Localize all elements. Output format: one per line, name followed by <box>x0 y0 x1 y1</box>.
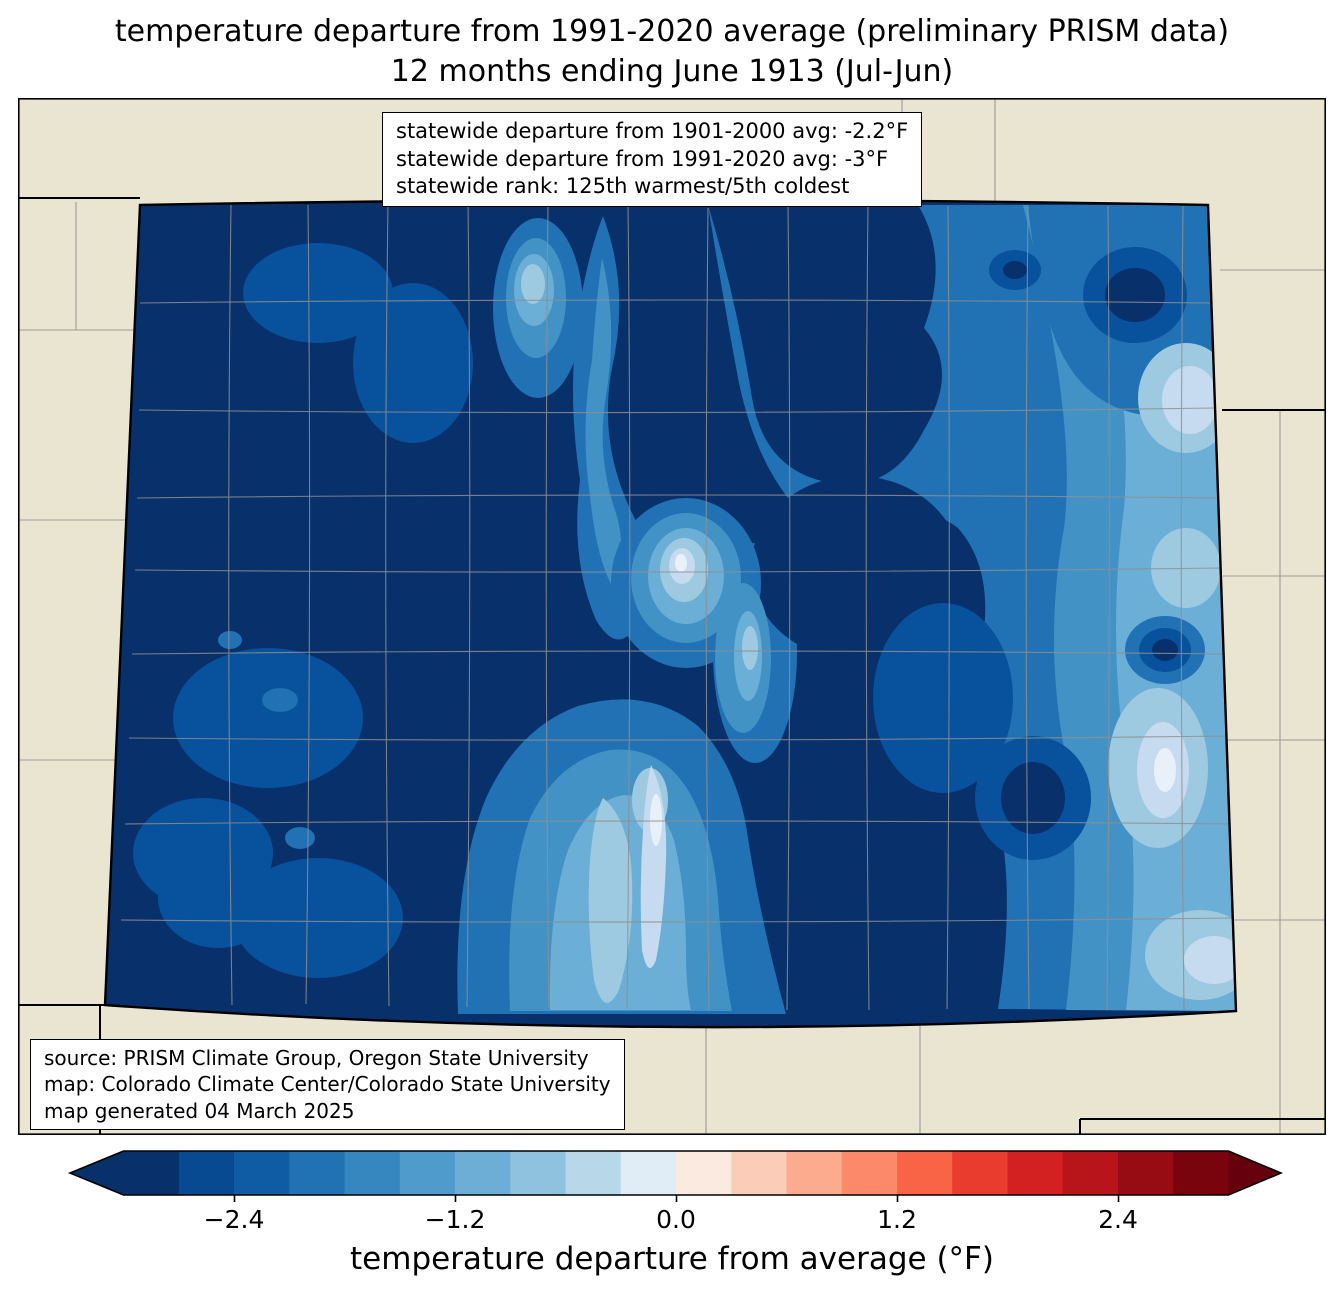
colorbar-outline <box>67 1150 1284 1196</box>
source-line-source: source: PRISM Climate Group, Oregon Stat… <box>44 1046 589 1070</box>
tick-label-0: 0.0 <box>656 1205 696 1234</box>
source-line-map: map: Colorado Climate Center/Colorado St… <box>44 1072 611 1097</box>
stats-line-1991-2020: statewide departure from 1991-2020 avg: … <box>396 146 889 171</box>
map-area: statewide departure from 1901-2000 avg: … <box>18 98 1326 1135</box>
county-lines <box>120 204 1234 1011</box>
colorbar-svg <box>67 1150 1284 1202</box>
title-line-1: temperature departure from 1991-2020 ave… <box>114 14 1230 49</box>
stats-line-1901-2000: statewide departure from 1901-2000 avg: … <box>396 119 909 143</box>
colorbar-tickmarks <box>233 1195 1120 1202</box>
map-frame <box>18 98 1326 1135</box>
tick-label-neg2-4: −2.4 <box>203 1205 265 1234</box>
tick-label-1-2: 1.2 <box>877 1205 917 1234</box>
colorbar-right-arrow <box>1228 1151 1281 1195</box>
colorbar: −2.4 −1.2 0.0 1.2 2.4 temperature depart… <box>0 1139 1344 1299</box>
colorbar-axis-label: temperature departure from average (°F) <box>350 1241 994 1277</box>
tick-label-neg1-2: −1.2 <box>424 1205 486 1234</box>
stats-line-rank: statewide rank: 125th warmest/5th coldes… <box>396 174 850 199</box>
tick-label-2-4: 2.4 <box>1098 1205 1138 1234</box>
source-line-generated: map generated 04 March 2025 <box>44 1098 355 1123</box>
colorbar-left-arrow <box>70 1151 124 1195</box>
temperature-field <box>105 200 1236 1028</box>
colorbar-segments <box>123 1151 1230 1195</box>
stats-box: statewide departure from 1901-2000 avg: … <box>382 112 923 208</box>
source-box: source: PRISM Climate Group, Oregon Stat… <box>30 1039 625 1131</box>
figure-title: temperature departure from 1991-2020 ave… <box>0 12 1344 92</box>
title-line-2: 12 months ending June 1913 (Jul-Jun) <box>390 53 954 89</box>
colorado-map-svg <box>18 98 1326 1135</box>
